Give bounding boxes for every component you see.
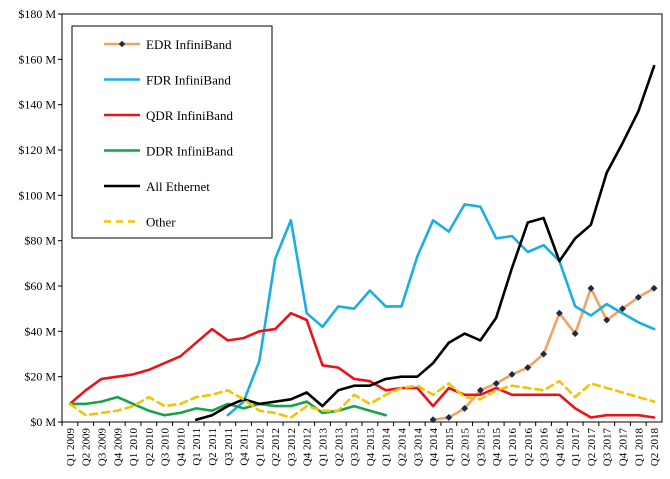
legend-label-fdr-infiniband: FDR InfiniBand xyxy=(146,73,231,88)
x-tick-label: Q3 2017 xyxy=(602,428,614,467)
data-point-edr-infiniband xyxy=(445,413,453,422)
x-tick-label: Q4 2013 xyxy=(365,428,377,467)
x-tick-label: Q1 2011 xyxy=(191,428,203,466)
x-tick-label: Q1 2009 xyxy=(65,428,77,467)
x-tick-label: Q1 2015 xyxy=(444,428,456,467)
data-point-edr-infiniband xyxy=(587,284,595,292)
series-other xyxy=(68,379,656,419)
legend-label-edr-infiniband: EDR InfiniBand xyxy=(146,37,232,52)
legend-label-all-ethernet: All Ethernet xyxy=(146,179,210,194)
series-edr-infiniband xyxy=(429,284,658,424)
y-tick-label: $100 M xyxy=(18,188,56,202)
x-tick-label: Q4 2009 xyxy=(112,428,124,467)
x-tick-label: Q1 2016 xyxy=(507,428,519,467)
data-point-edr-infiniband xyxy=(508,370,516,378)
legend-item-other: Other xyxy=(104,215,176,230)
x-tick-label: Q2 2016 xyxy=(523,428,535,467)
series-fdr-infiniband xyxy=(226,203,656,417)
y-tick-label: $20 M xyxy=(24,370,56,384)
x-tick-label: Q3 2012 xyxy=(286,428,298,466)
y-tick-label: $160 M xyxy=(18,52,56,66)
x-tick-label: Q4 2017 xyxy=(618,428,630,467)
legend-item-qdr-infiniband: QDR InfiniBand xyxy=(104,108,234,123)
plot-series xyxy=(68,64,658,424)
x-tick-label: Q1 2013 xyxy=(318,428,330,467)
x-tick-label: Q3 2014 xyxy=(412,428,424,467)
x-tick-label: Q3 2009 xyxy=(96,428,108,467)
series-line-other xyxy=(68,379,656,419)
series-qdr-infiniband xyxy=(68,311,656,419)
x-tick-label: Q3 2016 xyxy=(539,428,551,467)
data-point-edr-infiniband xyxy=(571,330,579,338)
legend-item-edr-infiniband: EDR InfiniBand xyxy=(104,37,232,52)
data-point-edr-infiniband xyxy=(540,350,548,358)
x-tick-label: Q4 2016 xyxy=(554,428,566,467)
x-tick-label: Q2 2010 xyxy=(144,428,156,467)
y-tick-label: $0 M xyxy=(30,415,56,429)
data-point-edr-infiniband xyxy=(603,316,611,324)
x-tick-label: Q2 2011 xyxy=(207,428,219,466)
y-tick-label: $40 M xyxy=(24,324,56,338)
data-point-edr-infiniband xyxy=(650,284,658,292)
x-tick-label: Q2 2015 xyxy=(460,428,472,467)
x-tick-label: Q4 2015 xyxy=(491,428,503,467)
legend: EDR InfiniBand FDR InfiniBand QDR InfiniBa… xyxy=(71,25,273,239)
legend-label-qdr-infiniband: QDR InfiniBand xyxy=(146,108,234,123)
series-line-qdr-infiniband xyxy=(68,311,656,419)
series-line-fdr-infiniband xyxy=(226,203,656,417)
y-tick-label: $60 M xyxy=(24,279,56,293)
x-tick-label: Q1 2012 xyxy=(254,428,266,466)
x-axis: Q1 2009 Q2 2009 Q3 2009 Q4 2009 Q1 2010 Q2 20… xyxy=(61,422,661,467)
x-tick-label: Q2 2017 xyxy=(586,428,598,467)
data-point-edr-infiniband xyxy=(461,404,469,412)
x-tick-label: Q3 2010 xyxy=(160,428,172,467)
legend-label-ddr-infiniband: DDR InfiniBand xyxy=(146,144,234,159)
x-tick-label: Q3 2013 xyxy=(349,428,361,467)
data-point-edr-infiniband xyxy=(492,379,500,388)
x-tick-label: Q2 2018 xyxy=(649,428,661,467)
y-tick-label: $80 M xyxy=(24,234,56,248)
legend-box xyxy=(71,25,273,239)
legend-item-all-ethernet: All Ethernet xyxy=(104,179,210,194)
x-tick-label: Q2 2013 xyxy=(333,428,345,467)
data-point-edr-infiniband xyxy=(634,293,642,301)
legend-marker-edr-infiniband xyxy=(118,40,126,48)
data-point-edr-infiniband xyxy=(524,364,532,372)
series-ddr-infiniband xyxy=(68,395,388,417)
y-tick-label: $140 M xyxy=(18,98,56,112)
y-tick-label: $120 M xyxy=(18,143,56,157)
x-tick-label: Q3 2011 xyxy=(223,428,235,466)
data-point-edr-infiniband xyxy=(555,309,563,317)
x-tick-label: Q3 2015 xyxy=(475,428,487,467)
y-tick-label: $180 M xyxy=(18,7,56,21)
series-all-ethernet xyxy=(194,64,656,422)
legend-item-ddr-infiniband: DDR InfiniBand xyxy=(104,144,234,159)
x-tick-label: Q4 2014 xyxy=(428,428,440,467)
x-tick-label: Q1 2010 xyxy=(128,428,140,467)
legend-label-other: Other xyxy=(146,215,176,230)
data-point-edr-infiniband xyxy=(429,416,437,424)
series-line-all-ethernet xyxy=(194,64,656,422)
legend-item-fdr-infiniband: FDR InfiniBand xyxy=(104,73,231,88)
x-tick-label: Q2 2009 xyxy=(81,428,93,467)
x-tick-label: Q1 2018 xyxy=(633,428,645,467)
series-line-ddr-infiniband xyxy=(68,395,388,417)
x-tick-label: Q1 2014 xyxy=(381,428,393,467)
x-tick-label: Q2 2012 xyxy=(270,428,282,466)
x-tick-label: Q2 2014 xyxy=(396,428,408,467)
x-tick-label: Q4 2011 xyxy=(239,428,251,466)
x-tick-label: Q4 2010 xyxy=(175,428,187,467)
x-tick-label: Q1 2017 xyxy=(570,428,582,467)
x-tick-label: Q4 2012 xyxy=(302,428,314,466)
